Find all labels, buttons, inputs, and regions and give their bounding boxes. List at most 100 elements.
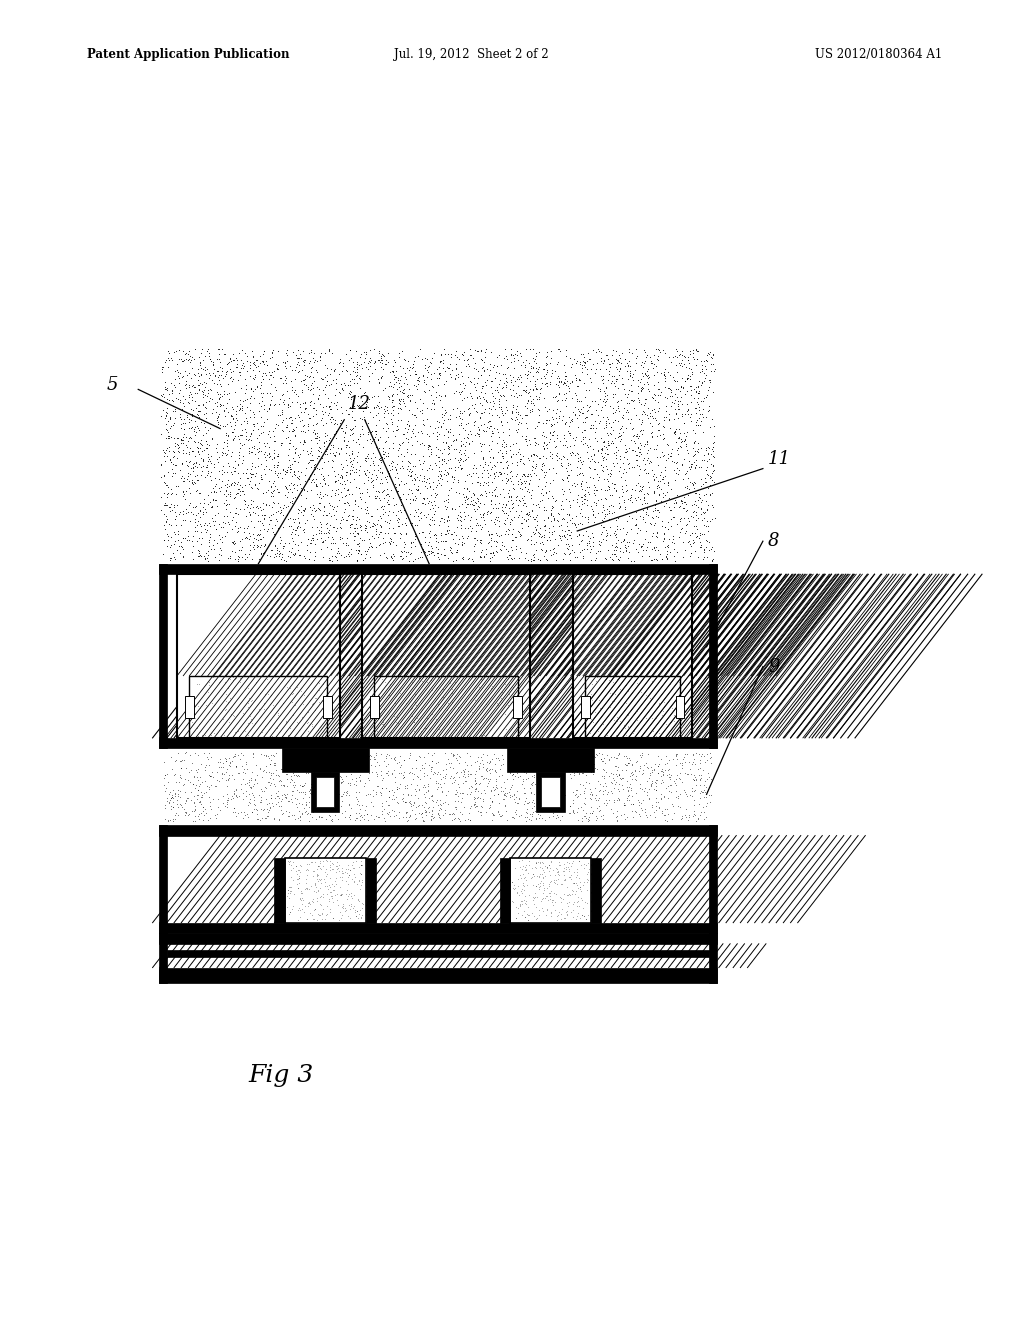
Point <box>556 480 572 502</box>
Bar <box>324 696 332 718</box>
Point <box>657 484 674 506</box>
Point <box>369 766 385 787</box>
Point <box>461 463 477 484</box>
Point <box>563 855 580 876</box>
Point <box>562 409 579 430</box>
Point <box>301 892 317 913</box>
Point <box>564 507 581 528</box>
Point <box>527 875 544 896</box>
Point <box>270 517 287 539</box>
Point <box>225 801 242 822</box>
Point <box>425 541 441 562</box>
Point <box>314 903 331 924</box>
Point <box>425 524 441 545</box>
Point <box>581 531 597 552</box>
Point <box>445 758 462 779</box>
Point <box>700 767 717 788</box>
Point <box>435 531 452 552</box>
Point <box>279 763 295 784</box>
Point <box>193 754 209 775</box>
Point <box>668 462 684 483</box>
Point <box>308 891 325 912</box>
Point <box>167 433 183 454</box>
Point <box>684 523 700 544</box>
Point <box>367 351 383 372</box>
Point <box>388 779 404 800</box>
Bar <box>680 574 692 738</box>
Point <box>472 529 488 550</box>
Point <box>174 453 190 474</box>
Point <box>431 351 447 372</box>
Point <box>696 539 713 560</box>
Point <box>224 408 241 429</box>
Point <box>520 904 537 925</box>
Point <box>401 492 418 513</box>
Point <box>371 372 387 393</box>
Point <box>284 392 300 413</box>
Point <box>164 787 180 808</box>
Point <box>706 425 722 446</box>
Point <box>254 767 270 788</box>
Point <box>188 762 205 783</box>
Point <box>603 417 620 438</box>
Point <box>257 533 273 554</box>
Point <box>488 346 505 367</box>
Point <box>536 524 552 545</box>
Point <box>517 890 534 911</box>
Point <box>222 348 239 370</box>
Point <box>655 444 672 465</box>
Point <box>673 432 689 453</box>
Point <box>393 433 410 454</box>
Point <box>545 506 561 527</box>
Point <box>168 341 184 362</box>
Point <box>439 343 456 364</box>
Point <box>313 886 330 907</box>
Point <box>226 428 243 449</box>
Point <box>676 346 692 367</box>
Point <box>494 525 510 546</box>
Point <box>539 342 555 363</box>
Point <box>468 779 484 800</box>
Point <box>474 376 490 397</box>
Point <box>613 414 630 436</box>
Point <box>232 413 249 434</box>
Point <box>451 767 467 788</box>
Point <box>202 709 218 730</box>
Point <box>555 861 571 882</box>
Point <box>647 408 664 429</box>
Point <box>317 395 334 416</box>
Point <box>178 529 195 550</box>
Point <box>618 704 635 725</box>
Point <box>437 432 454 453</box>
Point <box>505 763 521 784</box>
Point <box>558 528 574 549</box>
Point <box>218 506 234 527</box>
Point <box>440 438 457 459</box>
Point <box>627 441 643 462</box>
Point <box>548 808 564 829</box>
Point <box>486 513 503 535</box>
Point <box>356 491 373 512</box>
Point <box>566 348 583 370</box>
Point <box>262 445 279 466</box>
Point <box>520 851 537 873</box>
Point <box>174 510 190 531</box>
Point <box>572 430 589 451</box>
Point <box>160 477 176 498</box>
Point <box>468 515 484 536</box>
Point <box>482 391 499 412</box>
Point <box>563 535 580 556</box>
Point <box>212 799 228 820</box>
Point <box>591 796 607 817</box>
Point <box>423 543 439 564</box>
Point <box>255 800 271 821</box>
Point <box>316 483 333 504</box>
Point <box>614 482 631 503</box>
Point <box>234 755 251 776</box>
Point <box>567 515 584 536</box>
Point <box>436 409 453 430</box>
Point <box>336 750 352 771</box>
Point <box>570 748 587 770</box>
Point <box>349 358 366 379</box>
Point <box>198 803 214 824</box>
